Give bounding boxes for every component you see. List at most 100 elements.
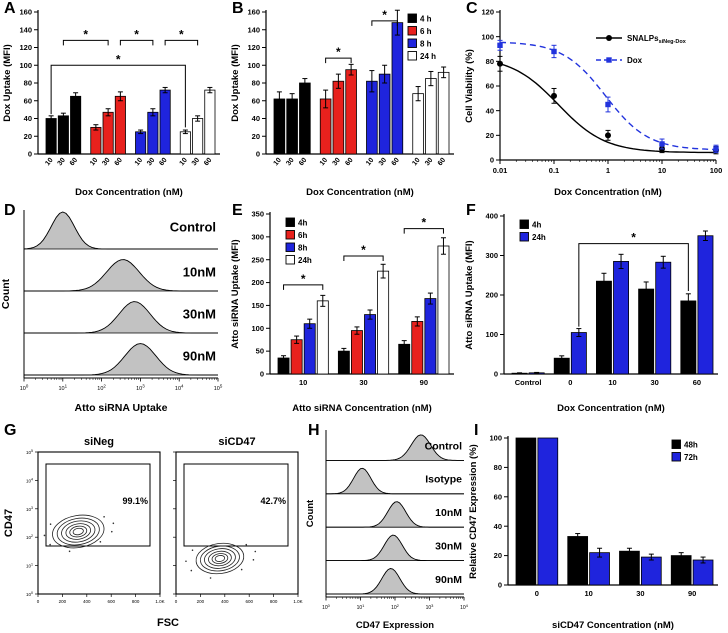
svg-text:300: 300 — [251, 232, 264, 241]
svg-text:100: 100 — [26, 591, 33, 597]
svg-text:Atto siRNA Uptake (MFI): Atto siRNA Uptake (MFI) — [464, 240, 475, 349]
svg-text:103: 103 — [136, 384, 145, 392]
svg-text:99.1%: 99.1% — [122, 496, 148, 506]
svg-text:0: 0 — [568, 378, 572, 387]
svg-text:Atto siRNA Uptake: Atto siRNA Uptake — [75, 402, 168, 414]
svg-text:60: 60 — [298, 157, 308, 168]
svg-text:60: 60 — [486, 82, 494, 91]
svg-text:Dox Concentration (nM): Dox Concentration (nM) — [75, 187, 183, 198]
svg-text:6 h: 6 h — [420, 27, 432, 36]
panel-G-chart: siNeg 99.1% 0 200 400 600 800 1.0K 100 101 102 103 1… — [3, 436, 303, 629]
svg-text:60: 60 — [693, 378, 701, 387]
svg-text:0: 0 — [260, 370, 264, 379]
panel-E-letter: E — [232, 202, 243, 219]
svg-text:90: 90 — [688, 589, 696, 598]
legend: 4h 6h 8h 24h — [285, 217, 312, 265]
panel-A-letter: A — [4, 0, 16, 17]
panel-I-letter: I — [474, 422, 479, 439]
svg-text:10: 10 — [658, 166, 666, 175]
svg-text:1: 1 — [606, 166, 610, 175]
svg-text:*: * — [116, 52, 121, 66]
svg-text:103: 103 — [426, 603, 435, 611]
svg-text:*: * — [361, 243, 366, 257]
svg-text:10: 10 — [411, 157, 421, 168]
svg-text:60: 60 — [158, 157, 168, 168]
svg-text:100: 100 — [251, 324, 264, 333]
svg-text:104: 104 — [26, 477, 33, 483]
svg-text:102: 102 — [391, 603, 400, 611]
svg-text:*: * — [134, 27, 139, 41]
svg-text:30: 30 — [101, 157, 111, 168]
contour-pair: siNeg 99.1% 0 200 400 600 800 1.0K 100 101 102 103 1… — [3, 436, 303, 629]
svg-text:CD47: CD47 — [3, 509, 15, 537]
svg-text:102: 102 — [26, 534, 33, 540]
hist-stack: Control 10nM 30nM 90nM 100 101 102 103 104 105 Cou… — [0, 210, 223, 414]
svg-text:*: * — [179, 27, 184, 41]
svg-text:105: 105 — [214, 384, 223, 392]
svg-text:100: 100 — [489, 434, 502, 443]
svg-text:72h: 72h — [684, 453, 698, 462]
svg-text:FSC: FSC — [157, 617, 179, 629]
panel-F-letter: F — [466, 202, 476, 219]
panel-C-chart: 0 20 40 60 80 100 120 0.01 0.1 1 10 100 SNALPssiNeg-… — [464, 8, 722, 198]
svg-text:200: 200 — [251, 278, 264, 287]
svg-text:0.01: 0.01 — [493, 166, 508, 175]
svg-text:Isotype: Isotype — [425, 474, 462, 486]
svg-text:0: 0 — [490, 156, 494, 165]
svg-text:30nM: 30nM — [435, 541, 462, 553]
svg-text:8 h: 8 h — [420, 40, 432, 49]
panel-C-letter: C — [466, 0, 478, 17]
contour-blob — [43, 514, 115, 553]
svg-text:*: * — [336, 45, 341, 59]
svg-text:101: 101 — [26, 563, 33, 569]
svg-text:350: 350 — [251, 210, 264, 219]
panel-B-letter: B — [232, 0, 244, 17]
svg-text:120: 120 — [19, 43, 32, 52]
svg-text:20: 20 — [24, 132, 32, 141]
panel-G-letter: G — [4, 422, 17, 439]
dose-response-chart: 0 20 40 60 80 100 120 0.01 0.1 1 10 100 SNALPssiNeg-… — [464, 8, 722, 198]
panel-E: E 0 50 100 150 200 250 300 350 10 30 90 * * * 4h 6h 8h 24… — [228, 202, 462, 416]
svg-text:140: 140 — [247, 25, 260, 34]
svg-text:48h: 48h — [684, 441, 698, 450]
svg-text:SNALPssiNeg-Dox: SNALPssiNeg-Dox — [627, 34, 687, 45]
svg-text:Dox Concentration (nM): Dox Concentration (nM) — [306, 187, 414, 198]
svg-text:101: 101 — [59, 384, 68, 392]
svg-text:Count: Count — [0, 278, 12, 309]
svg-text:40: 40 — [494, 522, 502, 531]
svg-text:Count: Count — [305, 499, 316, 527]
svg-text:10: 10 — [273, 157, 283, 168]
panel-D-letter: D — [4, 202, 16, 219]
svg-text:400: 400 — [221, 599, 229, 604]
svg-text:10nM: 10nM — [183, 265, 216, 280]
svg-text:siNeg: siNeg — [84, 436, 114, 448]
svg-text:60: 60 — [114, 157, 124, 168]
svg-text:10: 10 — [89, 157, 99, 168]
svg-text:10: 10 — [44, 157, 54, 168]
svg-text:Atto siRNA Uptake (MFI): Atto siRNA Uptake (MFI) — [230, 239, 241, 348]
panel-D-chart: Control 10nM 30nM 90nM 100 101 102 103 104 105 Cou… — [0, 210, 223, 414]
svg-text:*: * — [382, 8, 387, 22]
svg-text:100: 100 — [710, 166, 723, 175]
svg-text:4 h: 4 h — [420, 15, 432, 24]
svg-text:4h: 4h — [298, 219, 307, 228]
svg-text:60: 60 — [252, 96, 260, 105]
svg-text:10: 10 — [179, 157, 189, 168]
svg-text:0: 0 — [256, 150, 260, 159]
svg-text:30: 30 — [146, 157, 156, 168]
svg-text:100: 100 — [247, 61, 260, 70]
panel-G: G siNeg 99.1% 0 200 400 600 800 1.0K 100 101 102 10… — [0, 422, 304, 633]
svg-text:0: 0 — [37, 599, 40, 604]
svg-text:120: 120 — [247, 43, 260, 52]
svg-text:Dox: Dox — [627, 56, 643, 65]
svg-text:102: 102 — [97, 384, 106, 392]
svg-text:90nM: 90nM — [183, 349, 216, 364]
svg-text:20: 20 — [494, 551, 502, 560]
svg-text:103: 103 — [26, 506, 33, 512]
